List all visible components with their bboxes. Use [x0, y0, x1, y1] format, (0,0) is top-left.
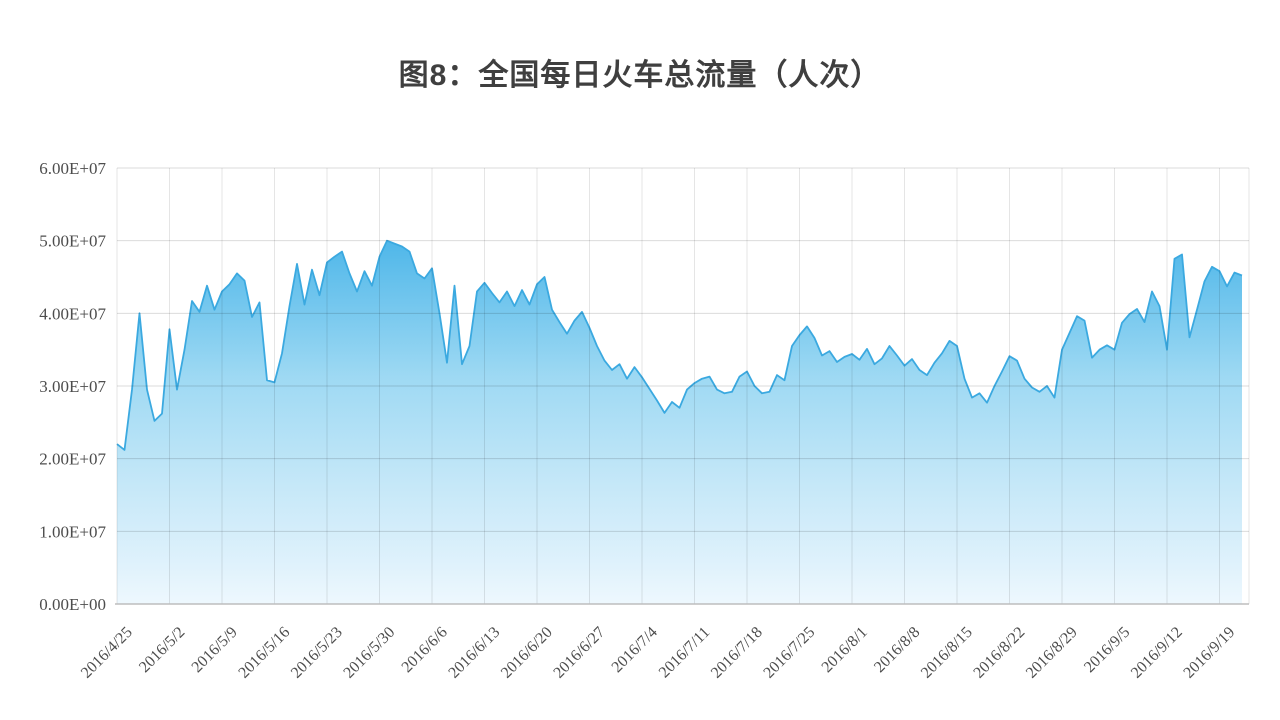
- x-axis-label: 2016/8/29: [1023, 624, 1081, 682]
- x-axis-label: 2016/5/23: [288, 624, 346, 682]
- x-axis-label: 2016/6/6: [399, 624, 451, 676]
- y-axis-label: 3.00E+07: [39, 377, 106, 396]
- x-axis-label: 2016/5/30: [340, 624, 398, 682]
- y-axis-label: 2.00E+07: [39, 450, 106, 469]
- x-axis-label: 2016/6/27: [550, 624, 608, 682]
- traffic-series-line: [116, 239, 1243, 451]
- x-axis-label: 2016/8/1: [819, 624, 871, 676]
- y-axis-label: 4.00E+07: [39, 304, 106, 323]
- y-axis-label: 1.00E+07: [39, 522, 106, 541]
- x-axis-label: 2016/7/25: [760, 624, 818, 682]
- y-axis-label: 5.00E+07: [39, 232, 106, 251]
- x-axis-label: 2016/9/19: [1180, 624, 1238, 682]
- x-axis-label: 2016/5/16: [235, 624, 293, 682]
- x-axis-label: 2016/9/12: [1128, 624, 1186, 682]
- x-axis-label: 2016/5/9: [189, 624, 241, 676]
- x-axis-label: 2016/4/25: [78, 624, 136, 682]
- x-axis-label: 2016/6/13: [445, 624, 503, 682]
- x-axis-label: 2016/5/2: [136, 624, 188, 676]
- x-axis-label: 2016/7/18: [708, 624, 766, 682]
- traffic-area-series: [117, 240, 1242, 604]
- y-axis-label: 6.00E+07: [39, 159, 106, 178]
- x-axis-label: 2016/9/5: [1081, 624, 1133, 676]
- x-axis-label: 2016/7/4: [609, 624, 661, 676]
- x-axis-label: 2016/7/11: [656, 624, 713, 681]
- chart-title: 图8：全国每日火车总流量（人次）: [398, 59, 882, 92]
- x-axis-label: 2016/8/8: [871, 624, 923, 676]
- y-axis-label: 0.00E+00: [39, 595, 106, 614]
- x-axis-label: 2016/6/20: [498, 624, 556, 682]
- x-axis-label: 2016/8/22: [970, 624, 1028, 682]
- x-axis-label: 2016/8/15: [918, 624, 976, 682]
